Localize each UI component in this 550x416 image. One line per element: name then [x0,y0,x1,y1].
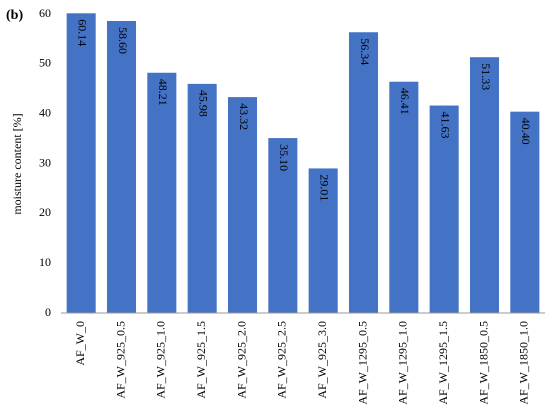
value-label: 35.10 [277,144,291,171]
x-tick-label: AF_W_1850_1.0 [517,321,531,405]
y-tick-label: 10 [39,255,51,269]
y-tick-label: 60 [39,6,51,20]
x-tick-label: AF_W_1850_0.5 [476,321,490,405]
value-label: 46.41 [398,88,412,115]
value-label: 29.01 [317,174,331,201]
y-tick-label: 20 [39,205,51,219]
bar [429,105,459,314]
value-label: 45.98 [196,90,210,117]
bar [106,20,137,314]
value-label: 51.33 [479,63,493,90]
bar [227,97,258,313]
value-label: 58.60 [116,27,130,54]
x-tick-label: AF_W_925_3.0 [315,321,329,399]
value-label: 48.21 [156,79,170,106]
value-label: 56.34 [358,38,372,65]
bar [268,138,298,313]
x-tick-label: AF_W_925_1.5 [194,321,208,399]
bar [469,57,500,313]
x-tick-label: AF_W_1295_1.5 [436,321,450,405]
x-tick-label: AF_W_0 [73,321,87,366]
y-tick-label: 0 [45,305,51,319]
y-axis-label: moisture content [%] [10,113,24,214]
value-label: 40.40 [519,118,533,145]
bar [66,13,96,313]
bar [308,168,338,313]
y-tick-label: 30 [39,155,51,169]
x-tick-label: AF_W_925_1.0 [154,321,168,399]
bar [147,72,177,313]
panel-label: (b) [6,8,23,23]
y-tick-label: 50 [39,56,51,70]
x-tick-label: AF_W_1295_1.0 [396,321,410,405]
value-label: 41.63 [438,112,452,139]
x-tick-label: AF_W_925_0.5 [113,321,127,399]
bar [348,32,379,313]
bar [510,111,540,313]
bar [389,81,419,313]
x-tick-label: AF_W_925_2.0 [234,321,248,399]
value-label: 43.32 [237,103,251,130]
x-tick-label: AF_W_925_2.5 [275,321,289,399]
value-label: 60.14 [75,19,89,46]
bar [187,83,217,313]
x-tick-label: AF_W_1295_0.5 [355,321,369,405]
y-tick-label: 40 [39,105,51,119]
